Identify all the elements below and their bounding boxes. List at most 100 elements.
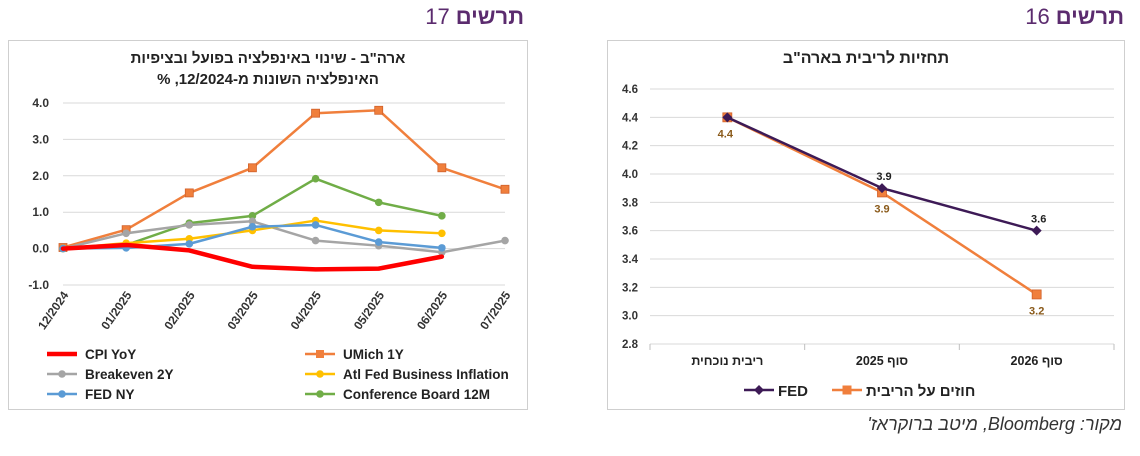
legend-marker [842,385,852,395]
data-point-umich-1y [437,163,447,173]
legend-item-fed: FED [744,383,808,400]
data-point-breakeven-2y [248,217,257,226]
chart-title: ארה"ב - שינוי באינפלציה בפועל ובציפיות [131,50,406,67]
x-tick-label: 01/2025 [98,288,135,332]
data-point-breakeven-2y [122,229,130,238]
y-tick-label: 1.0 [32,205,49,219]
data-point-breakeven-2y [501,236,509,245]
y-tick-label: -1.0 [28,278,49,292]
data-point-fed [1031,225,1042,236]
data-point-conference-board-12m [311,174,320,183]
y-tick-label: 3.8 [622,197,639,209]
y-tick-label: 3.6 [622,226,638,238]
y-tick-label: 4.0 [622,169,638,181]
figure-word-left: תרשים [455,4,524,29]
legend-marker [58,370,66,378]
legend-item-cpi-yoy: CPI YoY [47,347,136,362]
data-point-fed [877,183,887,194]
x-category-label: סוף 2026 [1011,354,1063,368]
legend-label: UMich 1Y [343,347,404,362]
y-tick-label: 3.0 [32,132,49,146]
x-tick-label: 12/2024 [35,288,72,332]
legend-marker [316,350,324,358]
data-point-conference-board-12m [438,212,446,220]
data-point-atl-fed-business-inflation [374,226,383,235]
data-point-fed-ny [248,222,257,231]
x-tick-group: 06/2025 [414,288,451,332]
y-tick-label: 3.2 [622,282,638,294]
x-tick-label: 05/2025 [351,288,388,332]
x-tick-group: 02/2025 [161,288,198,332]
x-tick-group: 04/2025 [288,288,325,332]
rates-chart-panel: תחזיות לריבית בארה"ב 4.6 4.4 4.2 4.0 3.8 3.6 3.… [607,40,1125,410]
data-point-umich-1y [311,108,320,118]
x-tick-group: 12/2024 [35,288,72,332]
legend-label: חוזים על הריבית [866,383,975,400]
y-tick-label: 4.6 [622,84,638,96]
legend-marker [754,385,764,395]
y-tick-label: 4.0 [32,96,49,110]
figure-label-right: תרשים16 [1025,4,1124,30]
rates-chart: תחזיות לריבית בארה"ב 4.6 4.4 4.2 4.0 3.8 3.6 3.… [622,49,1115,400]
data-label-fed: 3.9 [876,171,891,183]
legend-marker [58,390,66,398]
data-point-rate-futures [1031,289,1042,300]
series-line-umich-1y [61,109,507,249]
inflation-chart-panel: ארה"ב - שינוי באינפלציה בפועל ובציפיות הא… [8,40,528,410]
legend-label: FED NY [85,387,135,402]
chart-title: תחזיות לריבית בארה"ב [783,49,949,67]
legend-item-conference-board-12m: Conference Board 12M [305,387,490,402]
legend-item-fed-ny: FED NY [47,387,135,402]
x-tick-group: 05/2025 [351,288,388,332]
figure-number-right: 16 [1025,4,1050,29]
y-tick-label: 3.0 [622,311,638,323]
legend-label: FED [778,383,808,400]
data-point-fed-ny [438,244,446,252]
data-point-conference-board-12m [248,212,257,220]
data-point-umich-1y [184,188,194,198]
x-tick-label: 03/2025 [225,288,262,332]
y-tick-label: 2.8 [622,339,639,351]
x-tick-label: 07/2025 [477,288,514,332]
x-category-label: סוף 2025 [856,354,908,368]
data-point-fed-ny [185,240,194,248]
data-point-umich-1y [248,163,257,173]
legend-item-umich-1y: UMich 1Y [305,347,404,362]
data-point-fed-ny [374,238,383,246]
x-category-label: ריבית נוכחית [691,354,763,368]
y-tick-label: 4.4 [622,112,639,124]
x-tick-label: 02/2025 [161,288,198,332]
data-label-rate-futures: 4.4 [718,128,734,140]
legend-marker [316,390,324,398]
x-tick-group: 03/2025 [225,288,262,332]
figure-word-right: תרשים [1055,4,1124,29]
x-tick-group: 01/2025 [98,288,135,332]
figure-label-left: תרשים17 [425,4,524,30]
y-tick-label: 4.2 [622,141,638,153]
chart-subtitle: האינפלציה השונות מ-12/2024, % [157,71,379,88]
x-tick-label: 04/2025 [288,288,325,332]
legend-item-rate-futures: חוזים על הריבית [832,383,975,400]
legend-label: Breakeven 2Y [85,367,174,382]
data-label-fed: 3.6 [1031,214,1046,226]
series-line-cpi-yoy [60,242,445,272]
source-note: מקור: Bloomberg, מיטב ברוקראז' [867,414,1122,434]
figure-number-left: 17 [425,4,450,29]
x-tick-label: 06/2025 [414,288,451,332]
series-line-breakeven-2y [61,220,507,254]
data-label-rate-futures: 3.2 [1029,305,1044,317]
inflation-chart: ארה"ב - שינוי באינפלציה בפועל ובציפיות הא… [28,50,514,402]
data-point-conference-board-12m [374,198,383,207]
data-point-umich-1y [374,105,384,115]
legend-item-atl-fed-business-inflation: Atl Fed Business Inflation [305,367,509,382]
y-tick-label: 3.4 [622,254,639,266]
y-tick-label: 2.0 [32,169,49,183]
legend-marker [316,370,324,378]
legend-label: CPI YoY [85,347,136,362]
legend-label: Atl Fed Business Inflation [343,367,509,382]
y-tick-label: 0.0 [32,242,49,256]
data-label-rate-futures: 3.9 [874,203,889,215]
legend-item-breakeven-2y: Breakeven 2Y [47,367,174,382]
legend-label: Conference Board 12M [343,387,490,402]
data-point-breakeven-2y [311,236,320,245]
